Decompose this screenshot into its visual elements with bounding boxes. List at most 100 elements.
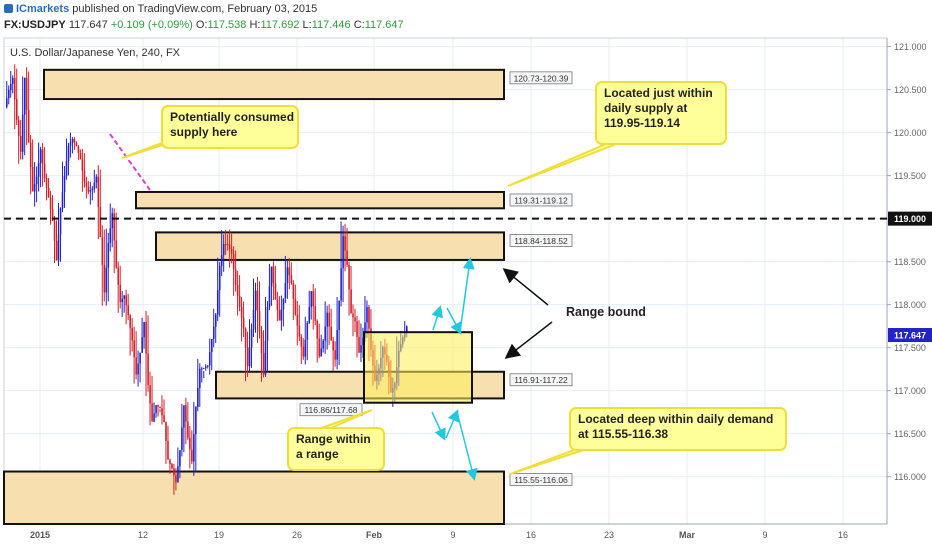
candle-body [240, 307, 243, 318]
price-axis[interactable]: 121.000 120.500 120.000 119.500 119.000 118.5… [887, 42, 927, 482]
candle-body [37, 163, 40, 177]
callout-text: Range within [296, 432, 371, 446]
candle-body [187, 421, 189, 438]
callout-text: a range [296, 447, 339, 461]
candle-body [15, 99, 18, 121]
close-label: C: [353, 19, 365, 31]
candle-body [302, 346, 305, 357]
candle-body [300, 336, 303, 347]
candle-body [286, 267, 289, 283]
candle-body [328, 312, 330, 327]
last-price: 117.647 [68, 19, 108, 31]
candle-body [296, 314, 299, 326]
candle-body [81, 159, 84, 171]
candle-body [119, 284, 122, 303]
overlay-layer: 116.86/117.68 119.000 117.647 [4, 133, 932, 481]
candle-body [101, 237, 104, 265]
candle-body [368, 307, 370, 329]
projection-arrow [445, 409, 460, 439]
candle-body [254, 290, 257, 310]
candle-body [324, 326, 326, 341]
candle-body [43, 163, 46, 179]
publisher-name[interactable]: ICmarkets [16, 3, 70, 15]
candle-body [89, 190, 92, 192]
candle-body [342, 236, 344, 269]
callout-text: daily supply at [604, 101, 687, 115]
candle-body [270, 266, 273, 287]
candle-body [113, 213, 116, 241]
candle-body [274, 283, 277, 300]
candle-body [280, 309, 283, 321]
candle-body [330, 326, 332, 341]
candle-body [406, 326, 408, 333]
candle-body [314, 306, 317, 321]
candle-body [161, 408, 163, 416]
candle-body [226, 244, 229, 246]
callout-text: supply here [170, 125, 238, 139]
candle-body [143, 321, 145, 338]
current-price-label: 117.647 [894, 331, 926, 341]
candle-body [8, 89, 10, 99]
candle-body [320, 348, 323, 357]
candle-body [230, 249, 233, 254]
low-value: 117.446 [311, 19, 351, 31]
candle-body [246, 347, 249, 367]
candle-body [159, 406, 161, 409]
time-axis[interactable]: 2015 12 19 26 Feb 9 16 23 Mar 9 16 [30, 530, 848, 540]
zone-label: 118.84-118.52 [514, 236, 568, 246]
open-value: 117.538 [207, 19, 247, 31]
candle-body [238, 296, 241, 308]
x-tick-label: 26 [292, 530, 302, 540]
quote-line: FX:USDJPY 117.647 +0.109 (+0.09%) O:117.… [4, 19, 404, 31]
candle-body [83, 170, 86, 182]
candle-body [77, 146, 80, 154]
candle-body [256, 290, 259, 312]
candle-body [107, 242, 110, 268]
candle-body [306, 322, 309, 340]
candle-body [244, 328, 247, 348]
candle-body [260, 331, 263, 354]
zone-label-box [509, 373, 573, 387]
candle-body [165, 422, 167, 441]
candle-body [35, 176, 38, 185]
candle-body [348, 264, 350, 290]
candle-body [358, 336, 360, 353]
candle-body [334, 350, 336, 360]
candle-body [354, 317, 356, 322]
candle-body [234, 269, 237, 285]
chart-grid [4, 38, 887, 524]
projection-arrow [446, 307, 462, 335]
open-label: O: [195, 19, 208, 31]
candle-body [59, 208, 62, 235]
x-tick-label: 12 [138, 530, 148, 540]
callout-text: 119.95-119.14 [604, 116, 680, 130]
candle-body [282, 298, 285, 310]
y-tick-label: 118.000 [894, 300, 926, 310]
candle-body [155, 405, 157, 414]
callout-box [569, 407, 787, 451]
candle-body [208, 352, 211, 366]
candle-body [167, 440, 169, 460]
callout-text: Located just within [604, 86, 713, 100]
candle-body [207, 365, 209, 367]
inner-range-label: 116.86/117.68 [304, 405, 357, 415]
candle-body [65, 160, 68, 177]
candle-body [47, 187, 50, 198]
y-tick-label: 117.500 [894, 343, 926, 353]
candle-body [338, 300, 340, 331]
x-tick-label: Mar [679, 530, 696, 540]
candle-body [312, 291, 315, 307]
candle-body [53, 221, 56, 241]
plot-frame [3, 37, 888, 525]
candle-body [304, 339, 307, 357]
candle-body [203, 367, 205, 369]
supply-demand-zone [155, 231, 505, 261]
candle-body [199, 368, 201, 388]
candle-body [131, 327, 133, 341]
candle-body [129, 315, 131, 328]
candle-body [41, 149, 44, 164]
zone-label-box [509, 473, 573, 486]
candle-body [268, 286, 271, 308]
projection-arrow [459, 257, 475, 333]
